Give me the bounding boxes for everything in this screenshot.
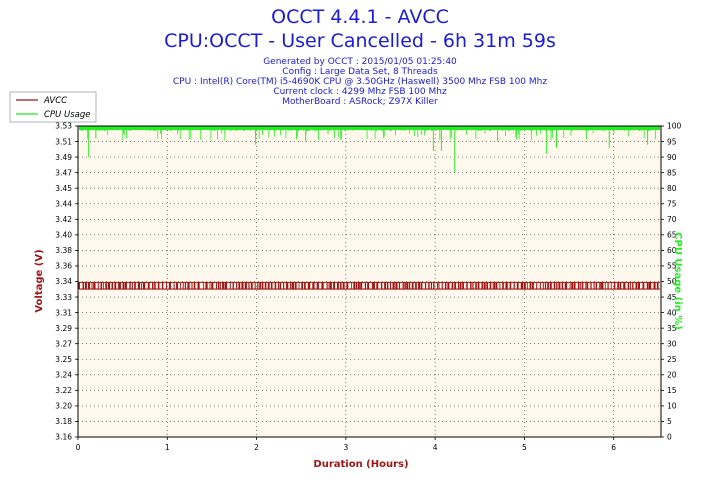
y2-tick-label: 45: [667, 293, 677, 302]
y-tick-label: 3.22: [55, 386, 72, 395]
y-tick-label: 3.38: [55, 246, 72, 255]
x-tick-label: 5: [522, 443, 527, 452]
y-tick-label: 3.40: [55, 231, 72, 240]
info-line: MotherBoard : ASRock; Z97X Killer: [282, 97, 438, 107]
y2-tick-label: 70: [667, 215, 677, 224]
y-tick-label: 3.31: [55, 308, 72, 317]
y2-tick-label: 30: [667, 339, 677, 348]
y2-tick-label: 90: [667, 153, 677, 162]
y-tick-label: 3.51: [55, 137, 72, 146]
y2-axis-label: CPU Usage (in %): [672, 232, 683, 330]
y-tick-label: 3.33: [55, 293, 72, 302]
y-tick-label: 3.16: [55, 433, 72, 442]
y2-tick-label: 15: [667, 386, 677, 395]
info-line: Generated by OCCT : 2015/01/05 01:25:40: [263, 57, 457, 67]
y-tick-label: 3.27: [55, 339, 72, 348]
y2-tick-label: 5: [667, 417, 672, 426]
y-tick-label: 3.45: [55, 184, 72, 193]
y-tick-label: 3.44: [55, 199, 72, 208]
y2-tick-label: 25: [667, 355, 677, 364]
y-tick-label: 3.34: [55, 277, 72, 286]
legend-box: [9, 91, 97, 123]
legend-avcc-label: AVCC: [43, 96, 67, 106]
y2-tick-label: 40: [667, 308, 677, 317]
y-tick-label: 3.42: [55, 215, 72, 224]
y2-tick-label: 95: [667, 137, 677, 146]
y-tick-label: 3.20: [55, 402, 72, 411]
y-tick-label: 3.36: [55, 262, 72, 271]
duration-ticks: 0 1 2 3 4 5 6: [76, 437, 616, 452]
avcc-series: [78, 281, 660, 290]
y2-tick-label: 65: [667, 231, 677, 240]
legend: AVCC CPU Usage: [9, 91, 97, 123]
info-line: Current clock : 4299 Mhz FSB 100 Mhz: [273, 87, 447, 97]
y-tick-label: 3.49: [55, 153, 72, 162]
x-tick-label: 1: [165, 443, 170, 452]
cpu-usage-band: [79, 126, 660, 130]
y-tick-label: 3.25: [55, 355, 72, 364]
y2-tick-label: 60: [667, 246, 677, 255]
y2-tick-label: 20: [667, 371, 677, 380]
y2-tick-label: 85: [667, 168, 677, 177]
x-tick-label: 3: [343, 443, 348, 452]
y2-tick-label: 75: [667, 199, 677, 208]
y-tick-label: 3.18: [55, 417, 72, 426]
y-tick-label: 3.24: [55, 371, 72, 380]
chart-subtitle: CPU:OCCT - User Cancelled - 6h 31m 59s: [164, 30, 556, 52]
usage-ticks: 1009590858075706560555045403530252015105…: [661, 122, 682, 442]
x-axis-label: Duration (Hours): [313, 459, 408, 470]
x-tick-label: 0: [76, 443, 81, 452]
cpu-usage-line: [78, 125, 661, 132]
legend-usage-label: CPU Usage: [44, 110, 90, 120]
x-tick-label: 6: [611, 443, 616, 452]
y2-tick-label: 55: [667, 262, 677, 271]
cpu-usage-series: [78, 125, 661, 173]
y2-tick-label: 50: [667, 277, 677, 286]
y2-tick-label: 10: [667, 402, 677, 411]
voltage-ticks: 3.53 3.51 3.49 3.47 3.45 3.44 3.42 3.40 3.38 3.36…: [55, 122, 78, 442]
y2-tick-label: 100: [667, 122, 682, 131]
y2-tick-label: 80: [667, 184, 677, 193]
y2-tick-label: 0: [667, 433, 672, 442]
info-line: Config : Large Data Set, 8 Threads: [282, 67, 438, 77]
y-tick-label: 3.47: [55, 168, 72, 177]
chart-title: OCCT 4.4.1 - AVCC: [271, 6, 449, 28]
x-tick-label: 4: [433, 443, 438, 452]
info-line: CPU : Intel(R) Core(TM) i5-4690K CPU @ 3…: [173, 77, 547, 87]
y-axis-label: Voltage (V): [34, 249, 45, 312]
plot-area: [78, 126, 661, 437]
info-lines: Generated by OCCT : 2015/01/05 01:25:40C…: [173, 57, 547, 107]
x-tick-label: 2: [254, 443, 259, 452]
y-tick-label: 3.29: [55, 324, 72, 333]
y2-tick-label: 35: [667, 324, 677, 333]
y-tick-label: 3.53: [55, 122, 72, 131]
